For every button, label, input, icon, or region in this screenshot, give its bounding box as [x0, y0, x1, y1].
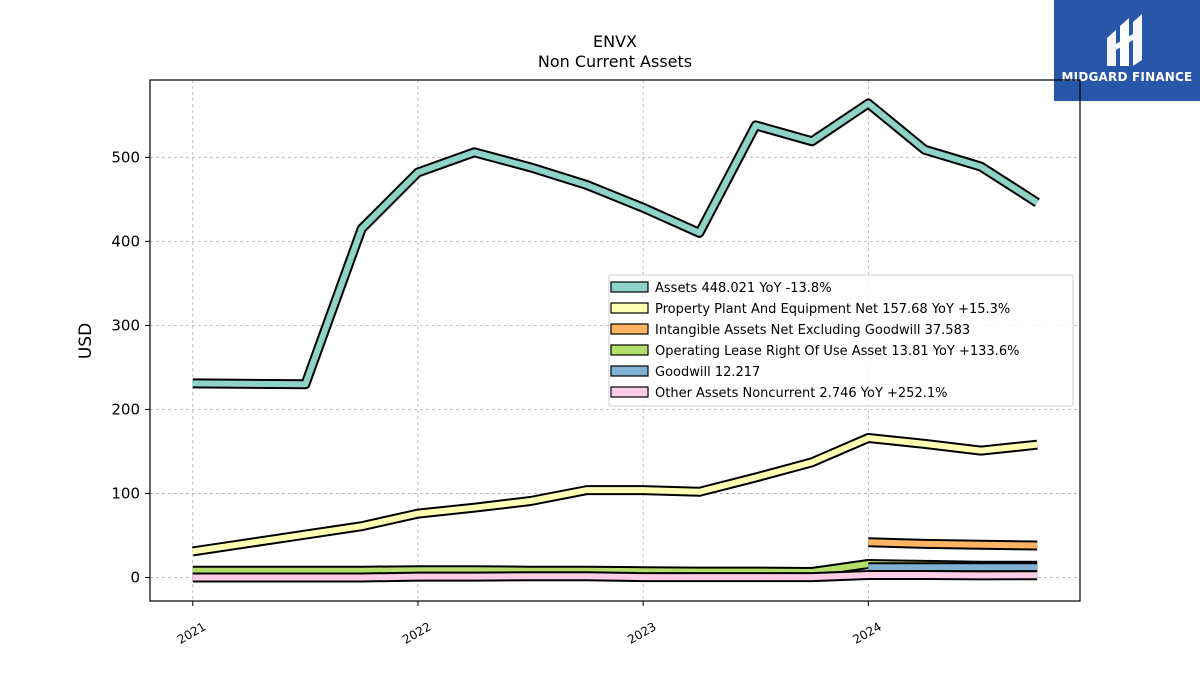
x-tick-label: 2021	[175, 619, 208, 646]
series-line-1	[192, 98, 1040, 390]
legend-swatch	[610, 302, 649, 314]
series-line-3	[868, 537, 1038, 551]
y-tick-label: 500	[111, 148, 140, 166]
legend-swatch	[610, 344, 649, 356]
series-band	[192, 435, 1038, 555]
brand-logo: MIDGARD FINANCE	[1054, 0, 1200, 101]
midgard-logo-icon	[1107, 14, 1142, 66]
chart-title-block: ENVX Non Current Assets	[150, 32, 1080, 72]
chart-subtitle: Non Current Assets	[537, 52, 693, 71]
x-tick-label: 2024	[850, 619, 883, 646]
legend-swatch	[610, 323, 649, 335]
legend-swatch	[610, 281, 649, 293]
series-band	[868, 539, 1038, 549]
y-tick-label: 200	[111, 400, 140, 418]
x-tick-label: 2022	[400, 619, 433, 646]
plot-frame	[149, 79, 1081, 602]
legend-label: Other Assets Noncurrent 2.746 YoY +252.1…	[655, 386, 947, 401]
logo-text: MIDGARD FINANCE	[1061, 70, 1193, 84]
legend-label: Assets 448.021 YoY -13.8%	[655, 281, 832, 296]
y-axis-label: USD	[76, 323, 96, 359]
legend-label: Goodwill 12.217	[655, 365, 760, 380]
series-band	[192, 572, 1038, 581]
legend-label: Intangible Assets Net Excluding Goodwill…	[655, 323, 970, 338]
axis-layer: 0 100 200 300 400 500 2021 2022 2023 2024	[111, 148, 883, 647]
chart-title: ENVX	[593, 32, 637, 51]
x-tick-label: 2023	[625, 619, 658, 646]
series-line-2	[192, 433, 1038, 557]
series-band	[192, 100, 1039, 388]
series-layer	[192, 98, 1040, 583]
legend: Assets 448.021 YoY -13.8% Property Plant …	[608, 274, 1074, 407]
legend-swatch	[610, 386, 649, 398]
y-tick-label: 100	[111, 484, 140, 502]
legend-label: Operating Lease Right Of Use Asset 13.81…	[655, 344, 1019, 359]
legend-swatch	[610, 365, 649, 377]
legend-frame	[608, 274, 1074, 407]
legend-label: Property Plant And Equipment Net 157.68 …	[655, 302, 1010, 317]
y-tick-label: 300	[111, 316, 140, 334]
y-tick-label: 400	[111, 232, 140, 250]
series-line-6	[192, 570, 1038, 583]
y-tick-label: 0	[130, 568, 140, 586]
